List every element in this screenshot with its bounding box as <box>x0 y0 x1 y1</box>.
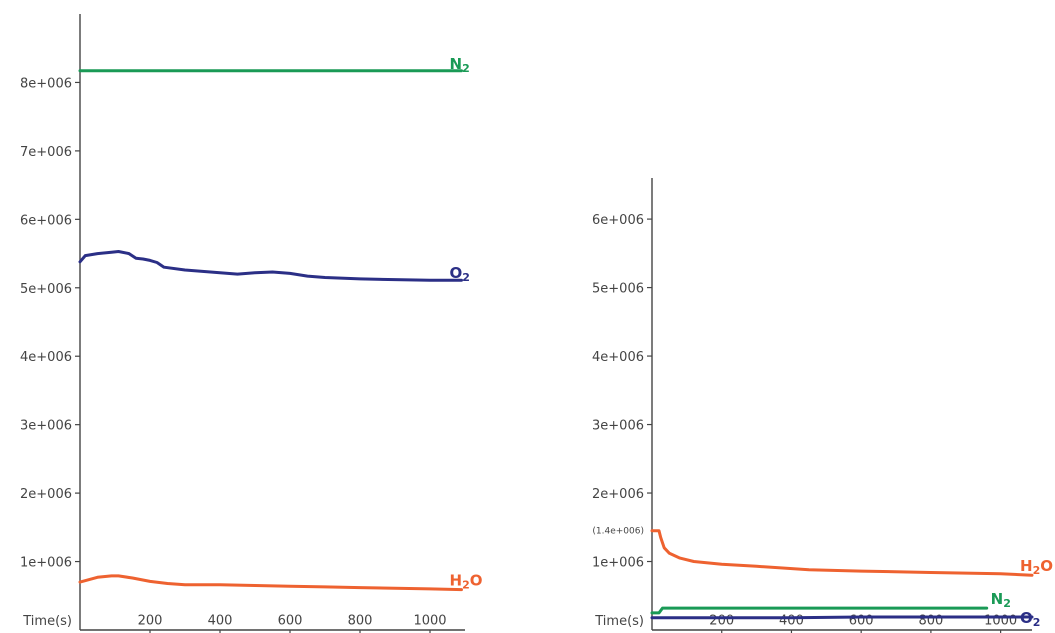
left-series-line-o2 <box>78 250 463 282</box>
left-y-tick-label: 5e+006 <box>20 282 72 297</box>
left-series-label-h2o: H2O <box>450 572 483 592</box>
left-y-tick-label: 6e+006 <box>20 213 72 228</box>
chart-left: 1e+006 2e+006 3e+006 4e+006 5e+006 6e+006 7e+0… <box>20 14 482 633</box>
right-y-tick-label: 2e+006 <box>592 487 644 502</box>
left-x-tick-label: 400 <box>208 613 233 628</box>
left-x-axis-label: Time(s) <box>22 614 72 629</box>
right-y-tick-label: 1e+006 <box>592 556 644 571</box>
right-series-line-n2 <box>650 606 989 615</box>
right-x-tick-label: 200 <box>709 613 734 628</box>
right-x-tick-label: 400 <box>779 613 804 628</box>
right-annotation-label: (1.4e+006) <box>592 527 644 537</box>
right-series-line-h2o <box>650 529 1034 577</box>
right-x-axis-label: Time(s) <box>594 614 644 629</box>
left-y-tick-label: 1e+006 <box>20 556 72 571</box>
left-series-line-h2o <box>78 574 463 592</box>
left-y-tick-label: 2e+006 <box>20 487 72 502</box>
right-series-label-o2: O2 <box>1020 609 1040 629</box>
left-series-label-o2: O2 <box>450 264 470 284</box>
left-y-tick-label: 7e+006 <box>20 145 72 160</box>
right-series-label-n2: N2 <box>991 590 1011 610</box>
left-x-tick-label: 200 <box>138 613 163 628</box>
chart-right: 1e+006 2e+006 3e+006 4e+006 5e+006 6e+006 200 4… <box>592 178 1053 633</box>
left-x-tick-label: 600 <box>278 613 303 628</box>
left-series-label-n2: N2 <box>450 55 470 75</box>
right-series-label-h2o: H2O <box>1020 557 1053 577</box>
left-x-tick-label: 800 <box>348 613 373 628</box>
right-y-tick-label: 4e+006 <box>592 350 644 365</box>
left-y-tick-label: 3e+006 <box>20 419 72 434</box>
left-x-tick-label: 1000 <box>413 613 446 628</box>
right-y-tick-label: 6e+006 <box>592 213 644 228</box>
right-series-line-o2 <box>650 615 1034 620</box>
right-y-tick-label: 3e+006 <box>592 419 644 434</box>
left-y-tick-label: 8e+006 <box>20 76 72 91</box>
right-y-tick-label: 5e+006 <box>592 282 644 297</box>
left-y-tick-label: 4e+006 <box>20 350 72 365</box>
